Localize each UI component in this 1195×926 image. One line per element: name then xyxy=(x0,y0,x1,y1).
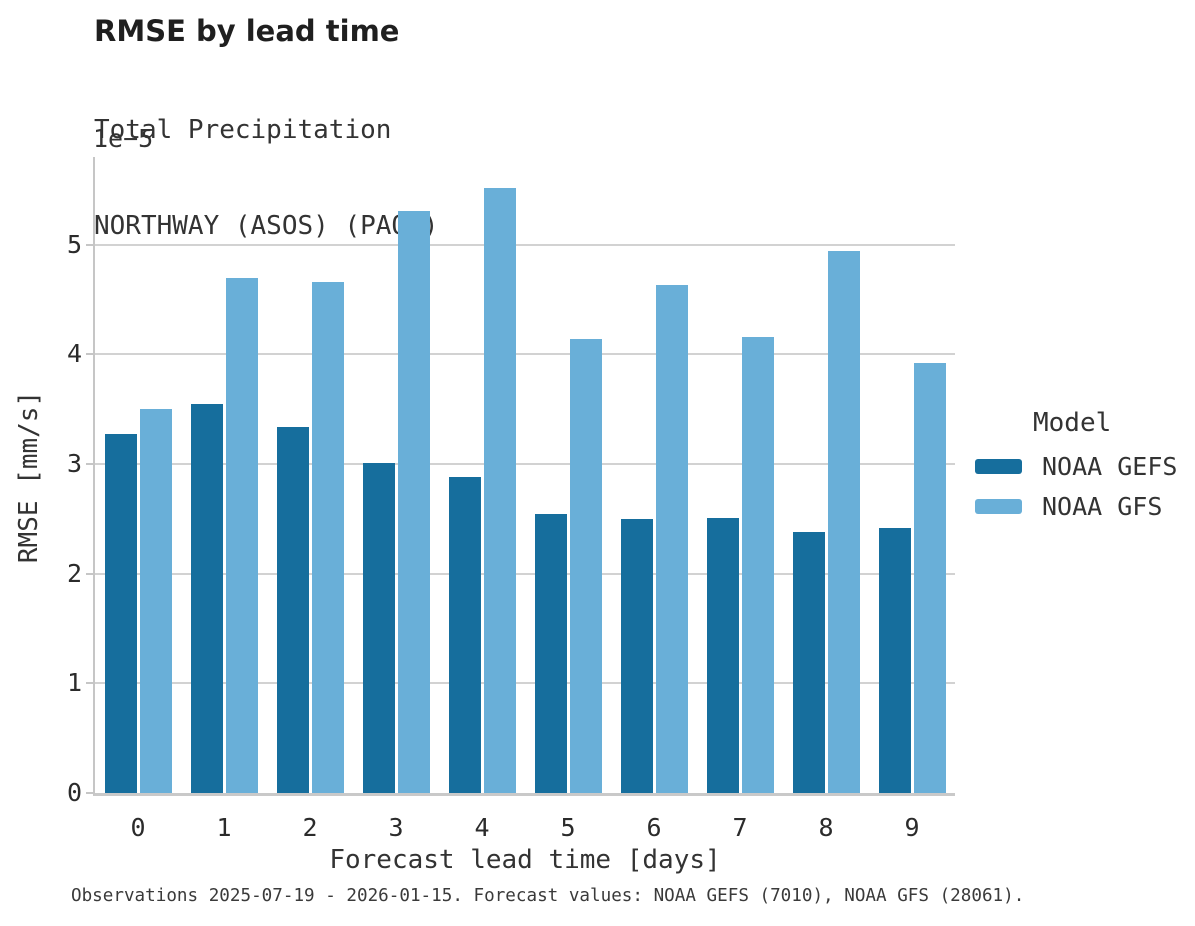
x-tick-label-7: 7 xyxy=(732,813,748,842)
y-tick-mark-1 xyxy=(86,682,95,685)
bar-group-day-1 xyxy=(181,157,267,793)
gridline-y-2 xyxy=(95,572,955,575)
bar-group-day-9 xyxy=(869,157,955,793)
gridline-y-4 xyxy=(95,353,955,356)
legend-label: NOAA GFS xyxy=(1042,492,1163,521)
bar-noaa-gefs-day-1 xyxy=(190,404,223,793)
bar-noaa-gfs-day-2 xyxy=(311,282,344,793)
bar-noaa-gefs-day-5 xyxy=(534,514,567,793)
gridline-y-3 xyxy=(95,463,955,466)
x-tick-label-9: 9 xyxy=(904,813,920,842)
bar-noaa-gefs-day-2 xyxy=(276,427,309,793)
chart-subtitle-line-1: Total Precipitation xyxy=(94,115,392,145)
y-tick-mark-4 xyxy=(86,353,95,356)
x-tick-label-3: 3 xyxy=(388,813,404,842)
bar-group-day-2 xyxy=(267,157,353,793)
bar-noaa-gefs-day-3 xyxy=(362,463,395,793)
bar-noaa-gfs-day-6 xyxy=(655,285,688,793)
legend-swatch-noaa-gefs xyxy=(975,459,1022,474)
y-tick-label-0: 0 xyxy=(66,778,82,807)
legend: Model NOAA GEFS NOAA GFS xyxy=(975,408,1177,532)
bar-noaa-gefs-day-8 xyxy=(792,532,825,793)
y-tick-mark-0 xyxy=(86,792,95,794)
bar-noaa-gefs-day-7 xyxy=(706,518,739,793)
bar-noaa-gfs-day-0 xyxy=(139,409,172,793)
legend-item-noaa-gefs: NOAA GEFS xyxy=(975,452,1177,481)
y-tick-mark-3 xyxy=(86,463,95,466)
chart-subtitle: Total Precipitation NORTHWAY (ASOS) (PAO… xyxy=(94,50,438,306)
chart-subtitle-line-2: NORTHWAY (ASOS) (PAOR) xyxy=(94,211,439,241)
bar-group-day-3 xyxy=(353,157,439,793)
footer-caption: Observations 2025-07-19 - 2026-01-15. Fo… xyxy=(71,886,1025,906)
x-tick-label-6: 6 xyxy=(646,813,662,842)
bar-noaa-gfs-day-3 xyxy=(397,211,430,793)
legend-item-noaa-gfs: NOAA GFS xyxy=(975,492,1177,521)
y-tick-label-5: 5 xyxy=(66,229,82,259)
x-tick-label-4: 4 xyxy=(474,813,490,842)
legend-label: NOAA GEFS xyxy=(1042,452,1178,481)
y-tick-label-1: 1 xyxy=(66,668,82,698)
gridline-y-1 xyxy=(95,682,955,685)
bar-noaa-gfs-day-9 xyxy=(913,363,946,793)
y-tick-mark-5 xyxy=(86,243,95,246)
legend-items: NOAA GEFS NOAA GFS xyxy=(975,452,1177,521)
bar-noaa-gefs-day-0 xyxy=(104,434,137,793)
bar-noaa-gfs-day-1 xyxy=(225,278,258,793)
bar-group-day-5 xyxy=(525,157,611,793)
bar-group-day-7 xyxy=(697,157,783,793)
x-tick-label-2: 2 xyxy=(302,813,318,842)
x-axis-tick-labels: 0 1 2 3 4 5 6 7 8 9 xyxy=(95,812,955,844)
bar-noaa-gfs-day-5 xyxy=(569,339,602,793)
bar-group-day-6 xyxy=(611,157,697,793)
gridline-y-5 xyxy=(95,243,955,246)
y-axis-scale-offset-label: 1e−5 xyxy=(93,124,154,153)
bar-noaa-gefs-day-4 xyxy=(448,477,481,793)
bar-noaa-gfs-day-7 xyxy=(741,337,774,793)
legend-title: Model xyxy=(1033,408,1112,438)
y-tick-label-3: 3 xyxy=(66,449,82,479)
bar-noaa-gefs-day-9 xyxy=(878,528,911,793)
chart-title: RMSE by lead time xyxy=(94,14,400,48)
y-tick-label-4: 4 xyxy=(66,339,82,369)
x-tick-label-8: 8 xyxy=(818,813,834,842)
y-tick-mark-2 xyxy=(86,572,95,575)
bar-noaa-gefs-day-6 xyxy=(620,519,653,793)
bar-groups xyxy=(95,157,955,793)
plot-area xyxy=(86,157,955,796)
bar-noaa-gfs-day-4 xyxy=(483,188,516,793)
y-tick-label-2: 2 xyxy=(66,558,82,588)
x-tick-label-0: 0 xyxy=(130,813,146,842)
x-axis-label: Forecast lead time [days] xyxy=(329,845,721,875)
legend-swatch-noaa-gfs xyxy=(975,499,1022,514)
bar-group-day-4 xyxy=(439,157,525,793)
bar-noaa-gfs-day-8 xyxy=(827,251,860,793)
y-axis-tick-labels: 0 1 2 3 4 5 xyxy=(30,157,82,807)
x-tick-label-1: 1 xyxy=(216,813,232,842)
x-tick-label-5: 5 xyxy=(560,813,576,842)
bar-group-day-8 xyxy=(783,157,869,793)
bar-group-day-0 xyxy=(95,157,181,793)
